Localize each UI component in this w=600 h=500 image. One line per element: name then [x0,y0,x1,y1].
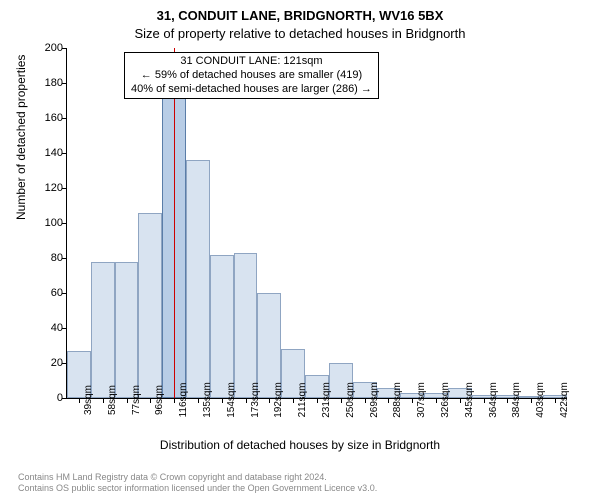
histogram-bar [91,262,115,399]
x-tick-mark [388,398,389,403]
x-tick-mark [412,398,413,403]
x-tick-mark [555,398,556,403]
x-tick-label: 135sqm [202,382,213,418]
x-tick-mark [507,398,508,403]
y-tick-label: 60 [51,287,63,299]
x-tick-mark [341,398,342,403]
marker-line [174,48,175,398]
x-tick-label: 384sqm [511,382,522,418]
x-tick-mark [127,398,128,403]
x-tick-label: 58sqm [107,385,118,415]
x-tick-label: 77sqm [131,385,142,415]
y-tick-label: 100 [45,217,63,229]
histogram-bar [138,213,162,399]
footer-line1: Contains HM Land Registry data © Crown c… [18,472,582,483]
x-tick-label: 231sqm [321,382,332,418]
x-tick-label: 154sqm [226,382,237,418]
x-tick-label: 403sqm [535,382,546,418]
y-axis-label: Number of detached properties [14,55,28,220]
plot-region: 02040608010012014016018020039sqm58sqm77s… [66,48,567,399]
chart-area: 02040608010012014016018020039sqm58sqm77s… [66,48,566,398]
chart-container: 31, CONDUIT LANE, BRIDGNORTH, WV16 5BX S… [0,0,600,500]
x-tick-mark [103,398,104,403]
footer-credits: Contains HM Land Registry data © Crown c… [18,472,582,495]
y-tick-label: 200 [45,42,63,54]
footer-line2: Contains OS public sector information li… [18,483,582,494]
x-tick-mark [174,398,175,403]
x-tick-mark [198,398,199,403]
x-tick-label: 326sqm [440,382,451,418]
x-tick-mark [246,398,247,403]
y-tick-label: 80 [51,252,63,264]
x-tick-mark [436,398,437,403]
x-tick-label: 116sqm [178,383,189,418]
x-tick-label: 192sqm [273,382,284,418]
y-tick-label: 160 [45,112,63,124]
x-tick-label: 422sqm [559,382,570,418]
x-tick-label: 269sqm [369,382,380,418]
histogram-bar [234,253,258,398]
y-tick-label: 20 [51,357,63,369]
x-tick-mark [222,398,223,403]
x-tick-mark [365,398,366,403]
x-tick-label: 364sqm [488,382,499,418]
x-tick-mark [150,398,151,403]
y-tick-label: 120 [45,182,63,194]
x-tick-label: 250sqm [345,382,356,418]
x-tick-label: 39sqm [83,385,94,415]
x-tick-label: 96sqm [154,385,165,415]
x-tick-label: 288sqm [392,382,403,418]
page-subtitle: Size of property relative to detached ho… [0,26,600,41]
y-tick-label: 180 [45,77,63,89]
x-tick-label: 211sqm [297,383,308,418]
x-tick-mark [79,398,80,403]
y-tick-label: 0 [57,392,63,404]
x-tick-label: 307sqm [416,382,427,418]
x-tick-mark [531,398,532,403]
histogram-bar [210,255,234,399]
y-tick-label: 40 [51,322,63,334]
annotation-line1: 31 CONDUIT LANE: 121sqm [131,55,372,69]
annotation-line3: 40% of semi-detached houses are larger (… [131,83,372,97]
x-axis-label: Distribution of detached houses by size … [0,438,600,452]
page-title: 31, CONDUIT LANE, BRIDGNORTH, WV16 5BX [0,8,600,23]
x-tick-mark [317,398,318,403]
x-tick-mark [293,398,294,403]
histogram-bar [115,262,139,399]
x-tick-label: 173sqm [250,382,261,418]
x-tick-label: 345sqm [464,382,475,418]
x-tick-mark [460,398,461,403]
annotation-box: 31 CONDUIT LANE: 121sqm ← 59% of detache… [124,52,379,99]
annotation-line2: ← 59% of detached houses are smaller (41… [131,69,372,83]
x-tick-mark [269,398,270,403]
x-tick-mark [484,398,485,403]
histogram-bar [186,160,210,398]
y-tick-label: 140 [45,147,63,159]
